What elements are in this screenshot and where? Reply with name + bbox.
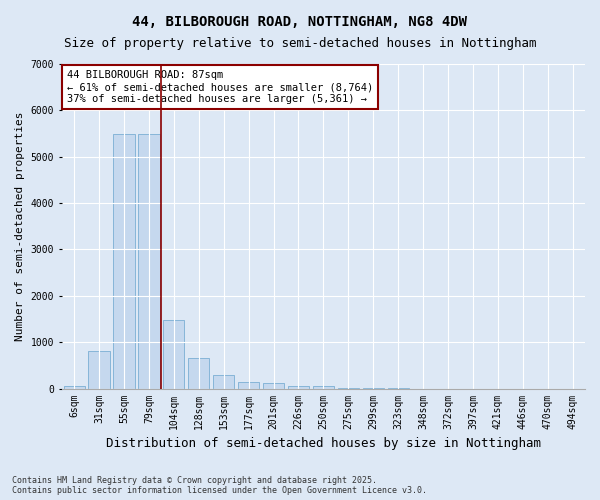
Bar [163, 320, 184, 388]
Bar [188, 358, 209, 388]
Bar [288, 386, 309, 388]
Bar [238, 382, 259, 388]
Bar [113, 134, 134, 388]
Text: 44, BILBOROUGH ROAD, NOTTINGHAM, NG8 4DW: 44, BILBOROUGH ROAD, NOTTINGHAM, NG8 4DW [133, 15, 467, 29]
X-axis label: Distribution of semi-detached houses by size in Nottingham: Distribution of semi-detached houses by … [106, 437, 541, 450]
Bar [313, 386, 334, 388]
Text: Contains HM Land Registry data © Crown copyright and database right 2025.
Contai: Contains HM Land Registry data © Crown c… [12, 476, 427, 495]
Bar [88, 352, 110, 389]
Text: Size of property relative to semi-detached houses in Nottingham: Size of property relative to semi-detach… [64, 38, 536, 51]
Bar [263, 384, 284, 388]
Bar [64, 386, 85, 388]
Bar [213, 375, 234, 388]
Y-axis label: Number of semi-detached properties: Number of semi-detached properties [15, 112, 25, 341]
Bar [139, 134, 160, 388]
Text: 44 BILBOROUGH ROAD: 87sqm
← 61% of semi-detached houses are smaller (8,764)
37% : 44 BILBOROUGH ROAD: 87sqm ← 61% of semi-… [67, 70, 373, 104]
